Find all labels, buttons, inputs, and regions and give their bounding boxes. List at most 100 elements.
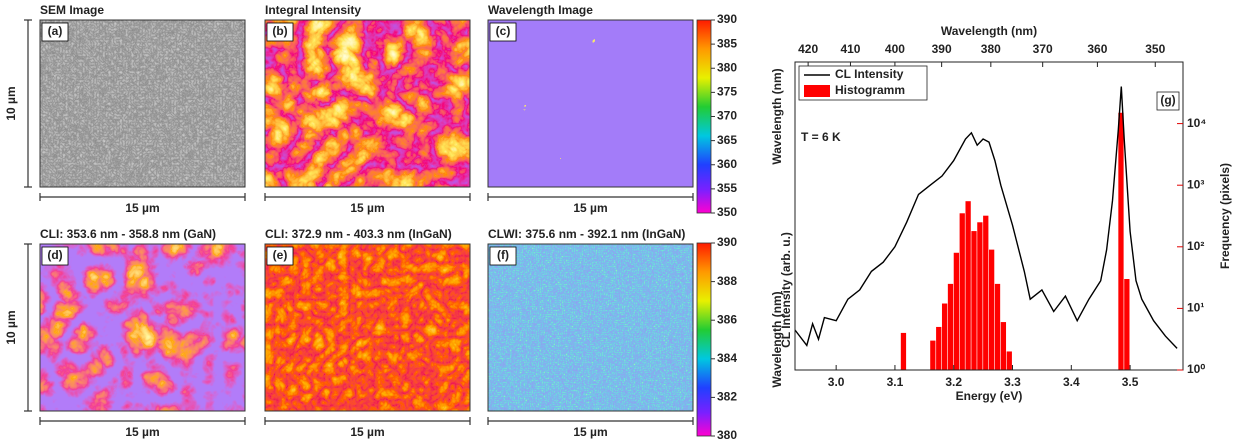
tick-label: 380: [717, 428, 737, 441]
tick-label: 355: [717, 181, 737, 195]
intensity-line: [794, 86, 1178, 349]
histogram-bar: [936, 326, 942, 370]
panel-label-box: [489, 22, 517, 42]
histogram-bar: [977, 222, 983, 370]
x-axis-label: Energy (eV): [956, 389, 1023, 403]
x2-tick-label: 350: [1145, 42, 1165, 56]
y2-tick-label: 10³: [1187, 177, 1204, 191]
tick-label: 386: [717, 312, 737, 326]
panel-border: [487, 243, 694, 412]
panel-image: [40, 20, 245, 187]
tick-label: 350: [717, 205, 737, 219]
panel-label: (b): [272, 24, 287, 38]
x2-tick-label: 410: [840, 42, 860, 56]
panel-title: CLWI: 375.6 nm - 392.1 nm (InGaN): [488, 227, 685, 241]
panel-label-box: [41, 22, 69, 42]
panel-label: (d): [47, 248, 62, 262]
y2-tick-label: 10¹: [1187, 301, 1204, 315]
panel-border: [264, 19, 471, 188]
panel-border: [39, 19, 246, 188]
colorbar: [696, 242, 712, 437]
panel-title: Wavelength Image: [488, 3, 593, 17]
panel-label: (f): [497, 248, 509, 262]
histogram-bar: [1006, 351, 1012, 370]
tick-label: 385: [717, 36, 737, 50]
tick-label: 390: [717, 12, 737, 26]
legend-label: CL Intensity: [835, 67, 904, 81]
y2-tick-label: 10⁴: [1187, 116, 1206, 130]
histogram-bar: [947, 283, 954, 370]
x2-tick-label: 420: [798, 42, 818, 56]
x-tick-label: 3.0: [828, 375, 845, 389]
histogram-bar: [1000, 322, 1007, 370]
tick-label: 390: [717, 235, 737, 249]
tick-label: 388: [717, 274, 737, 288]
panel-border: [487, 19, 694, 188]
x-tick-label: 3.3: [1004, 375, 1021, 389]
x-tick-label: 3.5: [1122, 375, 1139, 389]
x2-tick-label: 390: [932, 42, 952, 56]
x2-tick-label: 360: [1087, 42, 1107, 56]
scale-label: 15 µm: [125, 201, 159, 215]
tick-label: 365: [717, 133, 737, 147]
x2-tick-label: 400: [885, 42, 905, 56]
x2-tick-label: 380: [981, 42, 1001, 56]
histogram-bar: [1124, 279, 1130, 370]
annotation: T = 6 K: [801, 130, 841, 144]
tick-label: 384: [717, 351, 737, 365]
colorbar: [696, 19, 712, 214]
histogram-bar: [953, 252, 960, 370]
panel-label: (a): [48, 24, 63, 38]
x2-tick-label: 370: [1033, 42, 1053, 56]
y-axis-label: CL Intensity (arb. u.): [779, 232, 793, 348]
panel-label-box: [266, 22, 294, 42]
panel-title: SEM Image: [40, 3, 104, 17]
tick-label: 360: [717, 157, 737, 171]
scale-label: 10 µm: [4, 310, 18, 344]
panel-label-box: [1156, 91, 1180, 111]
histogram-bar: [900, 332, 907, 370]
y2-tick-label: 10²: [1187, 239, 1204, 253]
axis-label: Wavelength (nm): [770, 68, 784, 164]
panel-image: [40, 244, 245, 411]
x-tick-label: 3.4: [1063, 375, 1080, 389]
histogram-bar: [1118, 112, 1124, 370]
x-tick-label: 3.2: [945, 375, 962, 389]
histogram-bar: [930, 340, 936, 370]
histogram-bar: [965, 201, 971, 370]
panel-image: [488, 244, 693, 411]
tick-label: 375: [717, 85, 737, 99]
panel-image: [488, 20, 693, 187]
scale-label: 15 µm: [573, 201, 607, 215]
panel-title: Integral Intensity: [265, 3, 361, 17]
scale-label: 15 µm: [350, 201, 384, 215]
histogram-bar: [989, 249, 995, 370]
tick-label: 370: [717, 109, 737, 123]
panel-label-box: [41, 246, 69, 266]
panel-label: (c): [496, 24, 511, 38]
panel-image: [265, 244, 470, 411]
panel-label: (g): [1160, 93, 1175, 107]
histogram-bar: [959, 213, 965, 370]
panel-title: CLI: 353.6 nm - 358.8 nm (GaN): [40, 227, 216, 241]
legend-swatch: [804, 85, 830, 97]
histogram-bar: [971, 231, 977, 370]
y2-axis-label: Frequency (pixels): [1218, 163, 1232, 269]
panel-border: [39, 243, 246, 412]
tick-label: 380: [717, 60, 737, 74]
histogram-bar: [983, 215, 989, 370]
panel-title: CLI: 372.9 nm - 403.3 nm (InGaN): [265, 227, 452, 241]
histogram-bar: [941, 303, 948, 370]
y2-tick-label: 10⁰: [1187, 362, 1205, 376]
plot-frame: [794, 61, 1184, 371]
tick-label: 382: [717, 390, 737, 404]
panel-image: [265, 20, 470, 187]
scale-label: 10 µm: [4, 86, 18, 120]
panel-border: [264, 243, 471, 412]
panel-label: (e): [273, 248, 288, 262]
panel-label-box: [266, 246, 294, 266]
histogram-bar: [994, 283, 1001, 370]
x-tick-label: 3.1: [887, 375, 904, 389]
scale-label: 15 µm: [350, 425, 384, 439]
x2-axis-label: Wavelength (nm): [941, 24, 1037, 38]
